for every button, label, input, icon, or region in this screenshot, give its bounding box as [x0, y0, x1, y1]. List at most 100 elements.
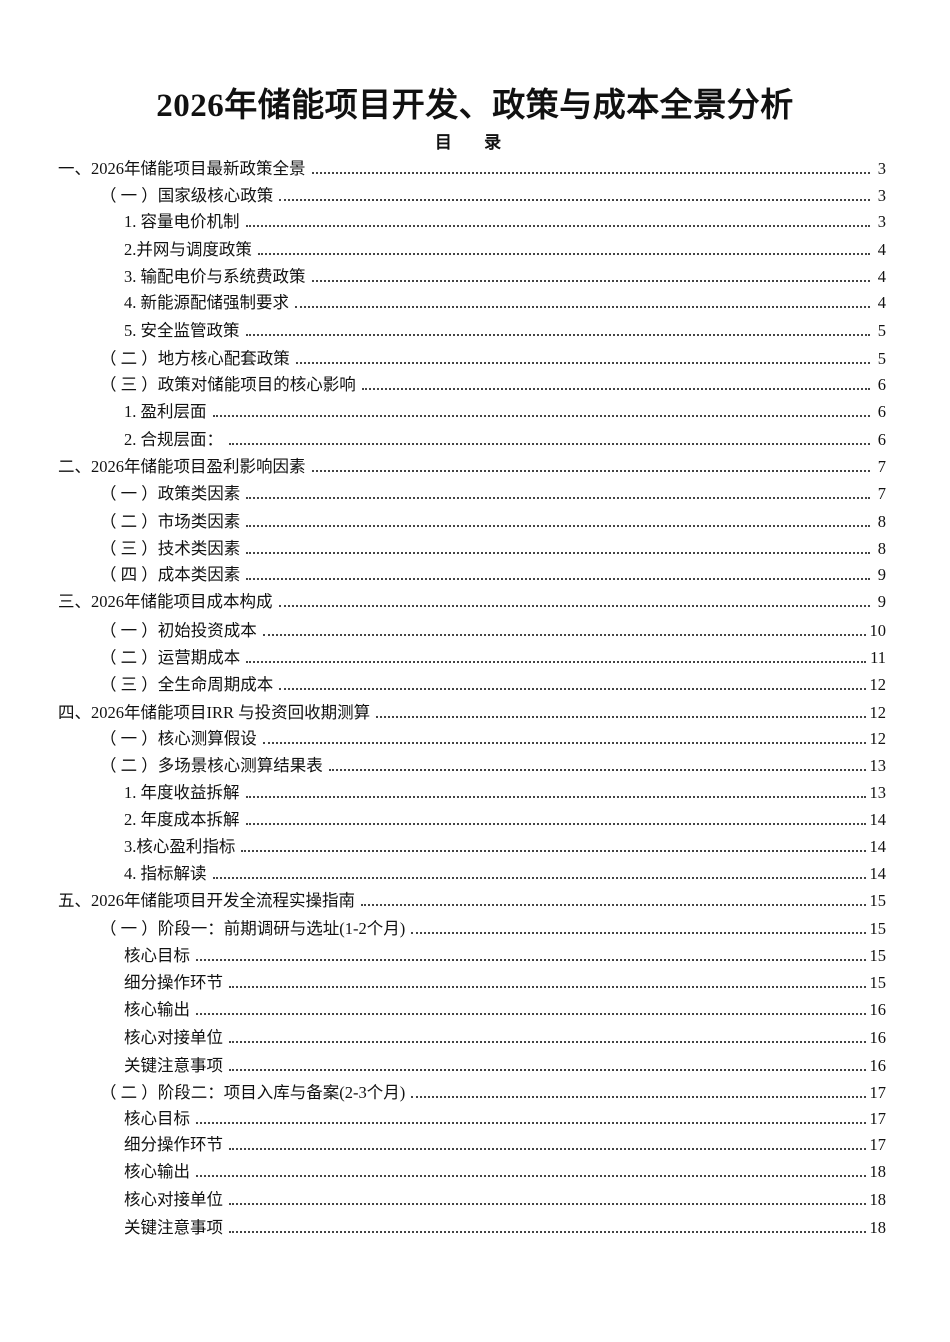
toc-entry-page: 4: [877, 267, 886, 286]
dot-leader: [361, 388, 870, 390]
toc-entry-page: 7: [877, 457, 886, 476]
toc-entry[interactable]: 核心对接单位 18: [124, 1186, 886, 1210]
toc-entry[interactable]: （ 一 ）核心测算假设 12: [100, 725, 886, 749]
toc-entry-page: 15: [869, 891, 887, 910]
toc-entry[interactable]: 核心目标 17: [124, 1105, 886, 1129]
toc-entry-label: （ 三 ）全生命周期成本: [100, 675, 274, 694]
dot-leader: [229, 1231, 866, 1233]
toc-entry[interactable]: （ 三 ）政策对储能项目的核心影响 6: [100, 371, 886, 395]
dot-leader: [278, 605, 870, 607]
toc-entry-page: 4: [877, 293, 886, 312]
dot-leader: [279, 199, 870, 201]
toc-entry[interactable]: 三、2026年储能项目成本构成 9: [58, 588, 886, 612]
toc-entry[interactable]: 细分操作环节 15: [124, 969, 886, 993]
toc-entry-page: 16: [869, 1000, 887, 1019]
dot-leader: [361, 904, 866, 906]
toc-entry[interactable]: 2. 合规层面： 6: [124, 426, 886, 450]
toc-entry[interactable]: （ 一 ）阶段一：前期调研与选址(1-2个月) 15: [100, 915, 886, 939]
toc-entry[interactable]: 二、2026年储能项目盈利影响因素 7: [58, 453, 886, 477]
dot-leader: [229, 1041, 866, 1043]
toc-entry[interactable]: （ 三 ）全生命周期成本 12: [100, 671, 886, 695]
toc-entry-label: 1. 年度收益拆解: [124, 783, 240, 802]
toc-entry-page: 13: [869, 756, 887, 775]
dot-leader: [246, 578, 870, 580]
toc-entry-page: 17: [869, 1083, 887, 1102]
toc-entry[interactable]: 3. 输配电价与系统费政策 4: [124, 263, 886, 287]
toc-entry[interactable]: 1. 容量电价机制 3: [124, 208, 886, 232]
toc-entry-label: 5. 安全监管政策: [124, 321, 240, 340]
toc-entry[interactable]: （ 二 ）运营期成本 11: [100, 644, 886, 668]
toc-entry-label: （ 二 ）运营期成本: [100, 648, 241, 667]
toc-entry-label: 关键注意事项: [124, 1218, 223, 1237]
toc-entry-page: 10: [869, 621, 887, 640]
toc-entry[interactable]: 核心目标 15: [124, 942, 886, 966]
toc-entry[interactable]: （ 三 ）技术类因素 8: [100, 535, 886, 559]
toc-entry[interactable]: （ 一 ）初始投资成本 10: [100, 617, 886, 641]
toc-entry-page: 15: [869, 919, 887, 938]
toc-entry[interactable]: 1. 年度收益拆解 13: [124, 779, 886, 803]
dot-leader: [246, 497, 870, 499]
toc-entry-label: 核心对接单位: [124, 1190, 223, 1209]
toc-entry[interactable]: 5. 安全监管政策 5: [124, 317, 886, 341]
toc-entry-page: 18: [869, 1162, 887, 1181]
toc-entry-label: 核心目标: [124, 1109, 190, 1128]
toc-entry-label: 4. 新能源配储强制要求: [124, 293, 289, 312]
toc-entry[interactable]: 四、2026年储能项目IRR 与投资回收期测算 12: [58, 699, 886, 723]
toc-entry[interactable]: 核心对接单位 16: [124, 1024, 886, 1048]
dot-leader: [246, 552, 870, 554]
toc-entry[interactable]: 核心输出 16: [124, 996, 886, 1020]
toc-entry-label: 核心目标: [124, 946, 190, 965]
toc-entry-page: 8: [877, 539, 886, 558]
toc-entry-label: 2. 年度成本拆解: [124, 810, 240, 829]
dot-leader: [229, 443, 870, 445]
toc-entry-label: （ 四 ）成本类因素: [100, 565, 241, 584]
toc-entry[interactable]: （ 二 ）市场类因素 8: [100, 508, 886, 532]
toc-entry-page: 5: [877, 349, 886, 368]
toc-entry-page: 3: [877, 212, 886, 231]
toc-entry[interactable]: （ 四 ）成本类因素 9: [100, 561, 886, 585]
toc-entry-label: （ 三 ）技术类因素: [100, 539, 241, 558]
toc-entry[interactable]: （ 一 ）政策类因素 7: [100, 480, 886, 504]
dot-leader: [212, 877, 866, 879]
dot-leader: [328, 769, 866, 771]
dot-leader: [245, 823, 866, 825]
toc-entry-page: 16: [869, 1028, 887, 1047]
toc-entry[interactable]: （ 二 ）多场景核心测算结果表 13: [100, 752, 886, 776]
toc-entry-label: （ 一 ）初始投资成本: [100, 621, 257, 640]
toc-entry-label: 五、2026年储能项目开发全流程实操指南: [58, 891, 355, 910]
toc-entry[interactable]: 2.并网与调度政策 4: [124, 236, 886, 260]
toc-entry[interactable]: 一、2026年储能项目最新政策全景 3: [58, 155, 886, 179]
toc-entry-label: （ 二 ）多场景核心测算结果表: [100, 756, 323, 775]
toc-entry-label: 三、2026年储能项目成本构成: [58, 592, 273, 611]
toc-entry[interactable]: 3.核心盈利指标 14: [124, 833, 886, 857]
toc-entry[interactable]: 4. 指标解读 14: [124, 860, 886, 884]
dot-leader: [411, 1096, 866, 1098]
toc-entry-page: 3: [877, 186, 886, 205]
dot-leader: [196, 1122, 866, 1124]
toc-entry[interactable]: （ 二 ）地方核心配套政策 5: [100, 345, 886, 369]
toc-entry-page: 12: [869, 703, 887, 722]
dot-leader: [241, 850, 866, 852]
toc-entry[interactable]: 关键注意事项 16: [124, 1052, 886, 1076]
toc-entry[interactable]: 细分操作环节 17: [124, 1131, 886, 1155]
dot-leader: [279, 688, 866, 690]
toc-entry-page: 9: [877, 565, 886, 584]
toc-entry[interactable]: 核心输出 18: [124, 1158, 886, 1182]
toc-entry[interactable]: 关键注意事项 18: [124, 1214, 886, 1238]
toc-entry[interactable]: 五、2026年储能项目开发全流程实操指南 15: [58, 887, 886, 911]
toc-entry-page: 3: [877, 159, 886, 178]
toc-entry-page: 14: [869, 837, 887, 856]
toc-entry[interactable]: 1. 盈利层面 6: [124, 398, 886, 422]
toc-entry-label: 细分操作环节: [124, 973, 223, 992]
dot-leader: [196, 1013, 866, 1015]
toc-entry-page: 15: [869, 973, 887, 992]
toc-entry[interactable]: （ 二 ）阶段二：项目入库与备案(2-3个月) 17: [100, 1079, 886, 1103]
dot-leader: [246, 661, 867, 663]
toc-entry[interactable]: 2. 年度成本拆解 14: [124, 806, 886, 830]
toc-entry[interactable]: （ 一 ）国家级核心政策 3: [100, 182, 886, 206]
toc-entry-page: 12: [869, 675, 887, 694]
toc-entry[interactable]: 4. 新能源配储强制要求 4: [124, 289, 886, 313]
dot-leader: [311, 470, 870, 472]
toc-entry-page: 18: [869, 1190, 887, 1209]
dot-leader: [376, 716, 866, 718]
